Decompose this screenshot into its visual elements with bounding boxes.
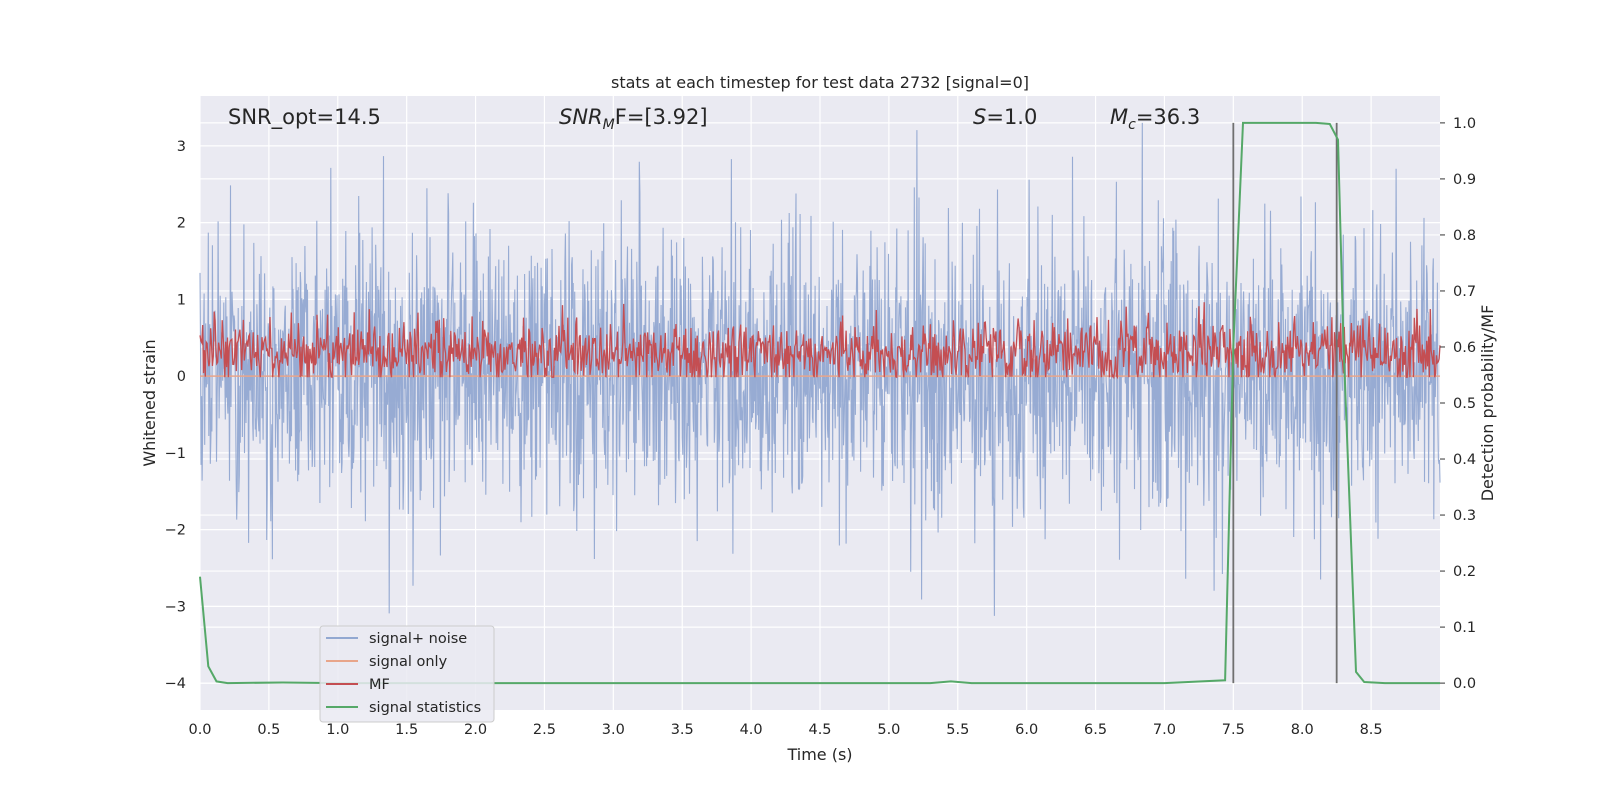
snr-mf-sub: M — [603, 117, 615, 133]
y-tick-label: 3 — [177, 139, 186, 155]
x-tick-label: 8.0 — [1291, 722, 1314, 738]
x-axis-label: Time (s) — [786, 745, 852, 764]
chart-title: stats at each timestep for test data 273… — [611, 73, 1029, 92]
y2-tick-label: 0.8 — [1453, 228, 1476, 244]
mc-sub: c — [1128, 117, 1136, 133]
x-tick-label: 7.0 — [1153, 722, 1176, 738]
snr-mf-tail: F=[3.92] — [615, 105, 708, 129]
legend: signal+ noise signal only MF signal stat… — [319, 625, 495, 723]
y-tick-label: −4 — [165, 676, 186, 692]
y-tick-label: 1 — [177, 292, 186, 308]
x-tick-label: 2.0 — [464, 722, 487, 738]
y2-tick-label: 0.5 — [1453, 396, 1476, 412]
mc-tail: =36.3 — [1136, 105, 1200, 129]
y-tick-label: −1 — [165, 446, 186, 462]
axes-layer: 0.0 0.5 1.0 1.5 2.0 2.5 3.0 3.5 4.0 4.5 5.0 5.5 6.0 6… — [165, 116, 1476, 738]
x-tick-label: 1.5 — [395, 722, 418, 738]
x-tick-label: 3.0 — [602, 722, 625, 738]
y2-tick-label: 0.1 — [1453, 620, 1476, 636]
series-layer — [199, 121, 1441, 685]
x-tick-label: 0.5 — [257, 722, 280, 738]
y2-tick-label: 1.0 — [1453, 116, 1476, 132]
y2-tick-label: 0.6 — [1453, 340, 1476, 356]
y-tick-label: 2 — [177, 216, 186, 232]
x-tick-label: 0.0 — [188, 722, 211, 738]
y-tick-label: 0 — [177, 369, 186, 385]
x-tick-label: 3.5 — [671, 722, 694, 738]
y-tick-label: −2 — [165, 523, 186, 539]
legend-box — [319, 625, 495, 723]
mc-main: M — [1110, 105, 1128, 129]
x-tick-label: 6.0 — [1015, 722, 1038, 738]
y2-tick-label: 0.4 — [1453, 452, 1476, 468]
snr-mf-main: SNR — [559, 105, 603, 129]
x-tick-label: 7.5 — [1222, 722, 1245, 738]
x-tick-label: 4.0 — [740, 722, 763, 738]
legend-label-signal-only: signal only — [369, 654, 448, 670]
y-axis-label: Whitened strain — [140, 339, 159, 466]
x-tick-label: 8.5 — [1360, 722, 1383, 738]
x-tick-label: 6.5 — [1084, 722, 1107, 738]
series-signal-statistics-line — [199, 121, 1440, 685]
x-tick-label: 1.0 — [326, 722, 349, 738]
x-tick-label: 4.5 — [808, 722, 831, 738]
s-tail: =1.0 — [986, 105, 1037, 129]
y2-tick-label: 0.7 — [1453, 284, 1476, 300]
legend-label-signal-statistics: signal statistics — [369, 700, 481, 716]
x-tick-label: 2.5 — [533, 722, 556, 738]
y2-tick-label: 0.9 — [1453, 172, 1476, 188]
legend-label-mf: MF — [369, 677, 390, 693]
legend-label-signal-noise: signal+ noise — [369, 631, 467, 647]
y2-tick-label: 0.3 — [1453, 508, 1476, 524]
s-annotation: S=1.0 — [973, 105, 1037, 129]
x-tick-label: 5.5 — [946, 722, 969, 738]
s-main: S — [973, 105, 986, 129]
snr-mf-annotation: SNRMF=[3.92] — [559, 105, 708, 133]
y2-axis-label: Detection probability/MF — [1478, 305, 1497, 502]
mc-annotation: Mc=36.3 — [1110, 105, 1200, 133]
y2-tick-label: 0.2 — [1453, 564, 1476, 580]
y2-tick-label: 0.0 — [1453, 676, 1476, 692]
snr-opt-annotation: SNR_opt=14.5 — [228, 105, 381, 130]
y-tick-label: −3 — [165, 599, 186, 615]
x-tick-label: 5.0 — [877, 722, 900, 738]
